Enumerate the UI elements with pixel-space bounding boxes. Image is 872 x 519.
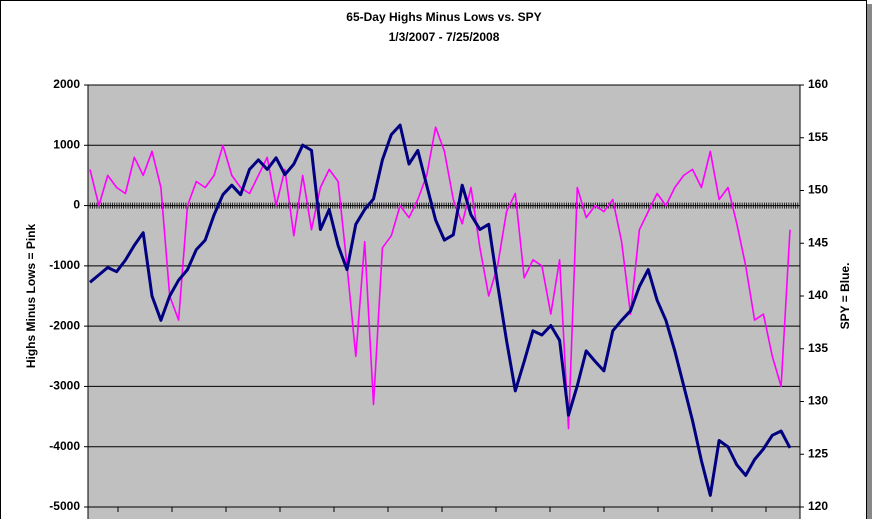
frame-shadow [867, 4, 872, 519]
y-tick-label: -3000 [49, 379, 80, 393]
y2-tick-label: 120 [808, 499, 828, 513]
series-line [89, 123, 792, 497]
y2-tick-label: 145 [808, 235, 828, 249]
y-tick-label: -4000 [49, 439, 80, 453]
chart-title: 65-Day Highs Minus Lows vs. SPY [346, 10, 541, 24]
y-axis-label: Highs Minus Lows = Pink [24, 224, 38, 369]
chart-subtitle: 1/3/2007 - 7/25/2008 [389, 30, 500, 44]
y-tick-label: 0 [73, 198, 80, 212]
series-line [89, 126, 791, 430]
y2-tick-label: 150 [808, 183, 828, 197]
y2-tick-label: 125 [808, 446, 828, 460]
y-tick-label: -5000 [49, 499, 80, 513]
y2-tick-label: 130 [808, 394, 828, 408]
y2-tick-label: 155 [808, 130, 828, 144]
y2-tick-label: 160 [808, 77, 828, 91]
y-tick-label: -1000 [49, 258, 80, 272]
y-tick-label: 1000 [53, 137, 80, 151]
y-tick-label: 2000 [53, 77, 80, 91]
y-tick-label: -2000 [49, 318, 80, 332]
y2-tick-label: 135 [808, 341, 828, 355]
y2-axis-label: SPY = Blue. [838, 263, 852, 330]
y2-tick-label: 140 [808, 288, 828, 302]
